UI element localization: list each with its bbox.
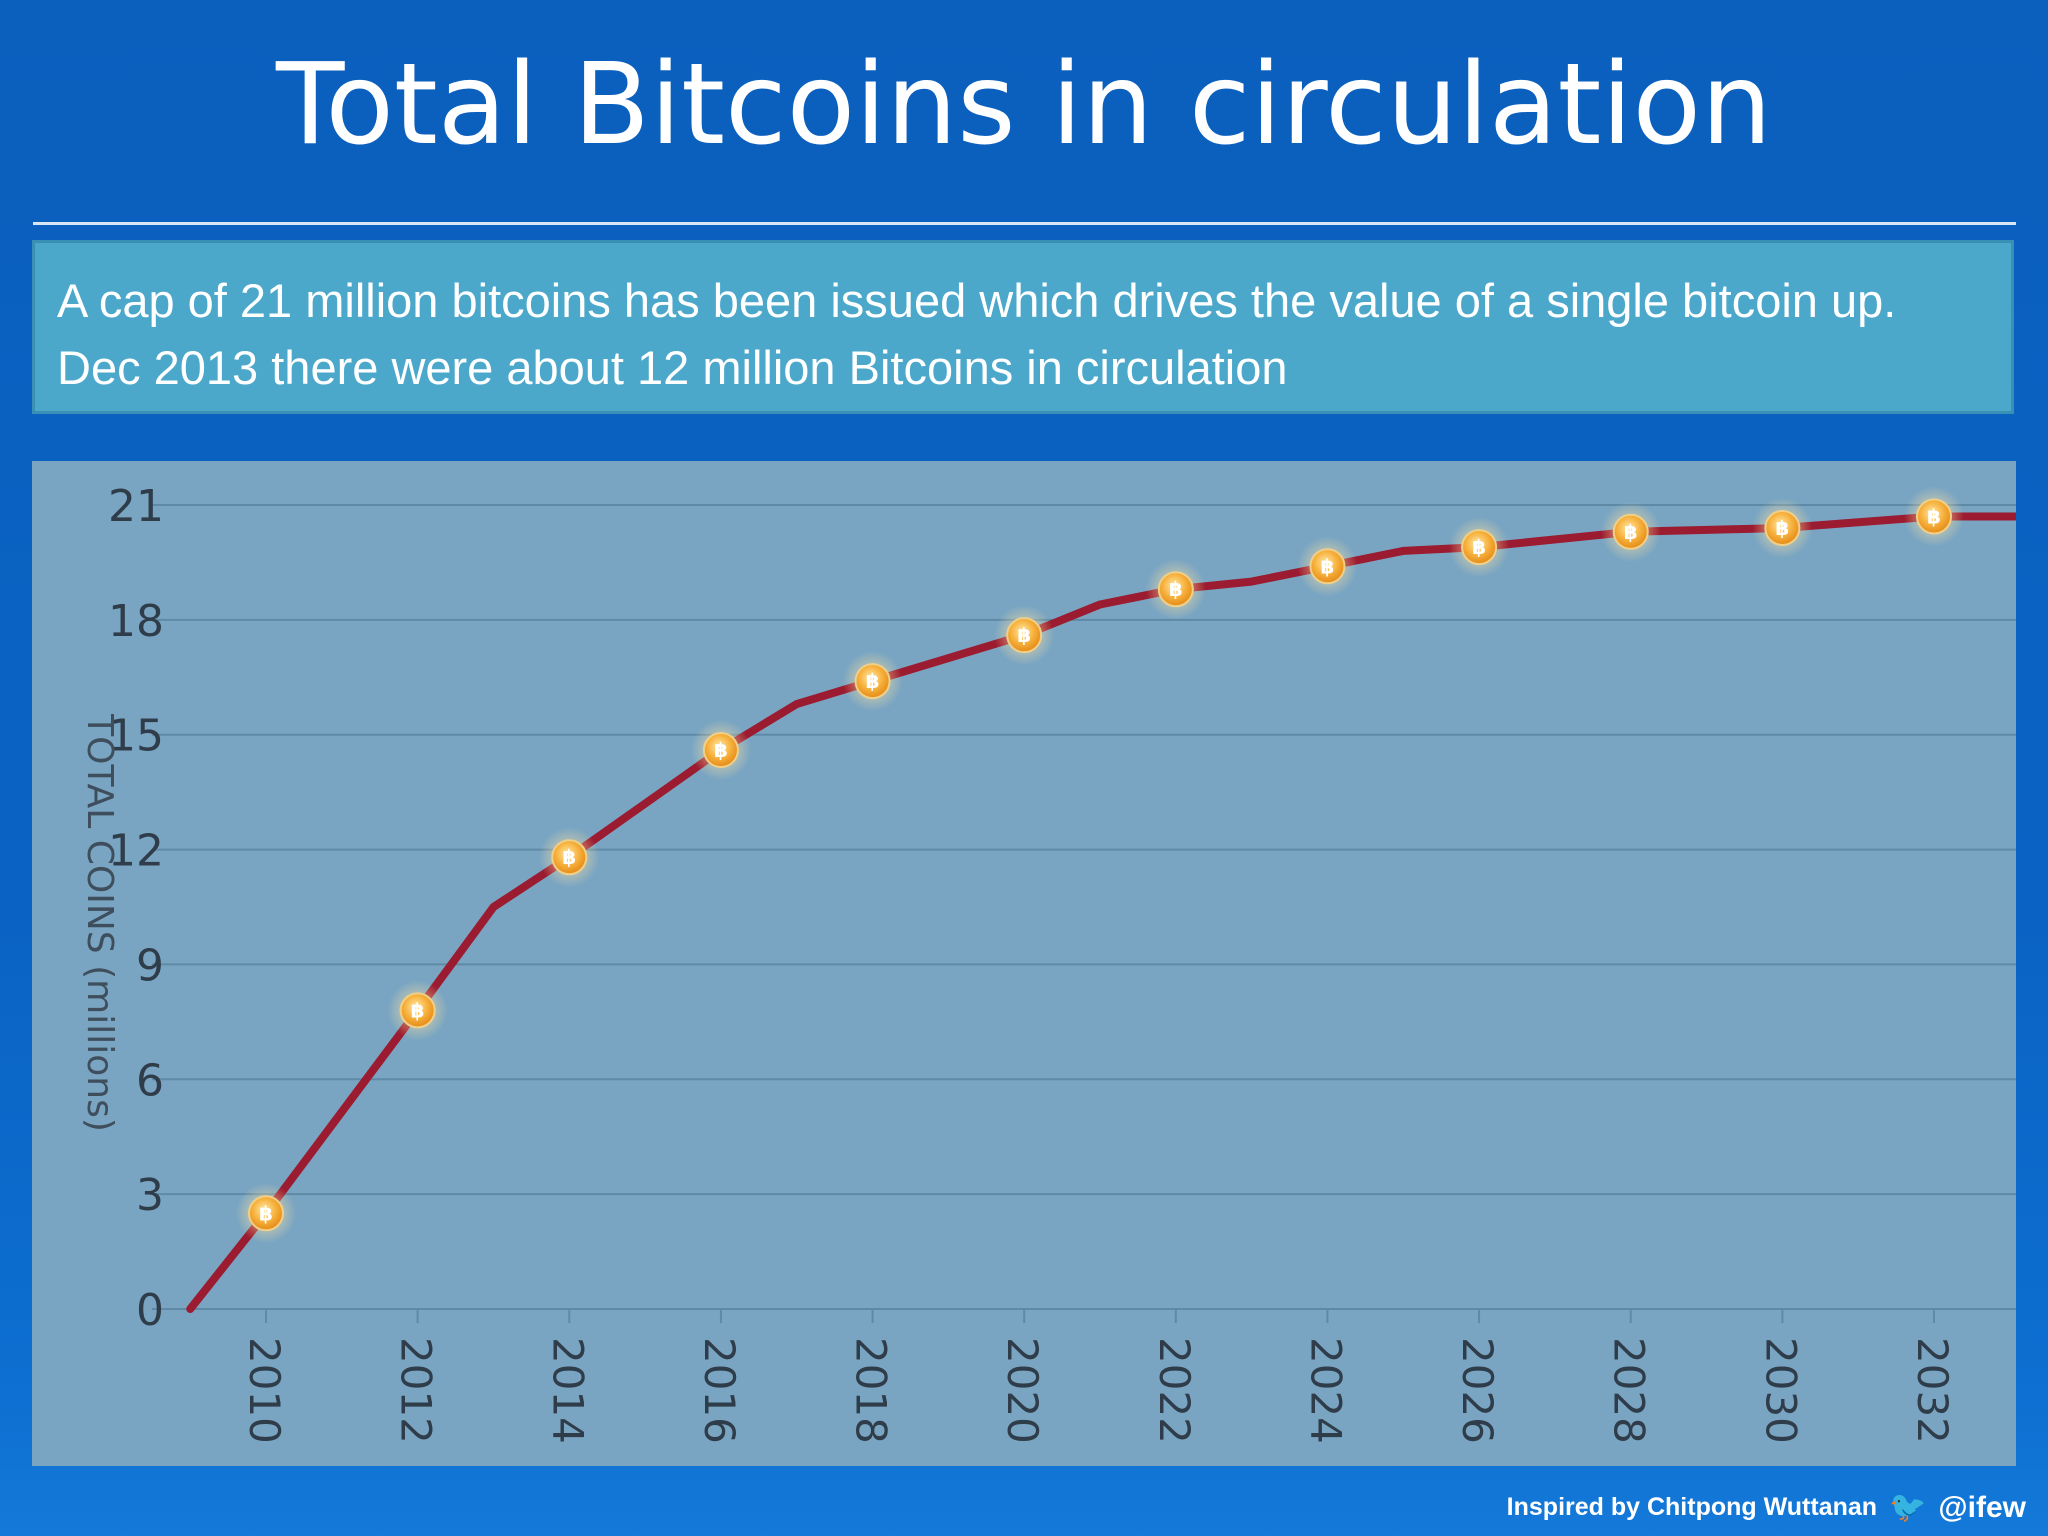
x-tick-label: 2018 [847, 1337, 896, 1444]
y-tick-label: 15 [108, 711, 164, 762]
data-point-2012: ฿ [387, 980, 448, 1041]
data-point-2016: ฿ [690, 720, 751, 781]
grid-lines [152, 504, 2016, 1323]
x-tick-label: 2020 [998, 1337, 1047, 1444]
twitter-bird-icon: 🐦 [1889, 1491, 1927, 1524]
y-tick-label: 0 [136, 1285, 164, 1336]
description-box: A cap of 21 million bitcoins has been is… [32, 240, 2014, 414]
svg-text:฿: ฿ [1927, 504, 1941, 528]
bitcoin-coin-icon [248, 1195, 284, 1232]
x-tick-label: 2010 [240, 1337, 289, 1444]
data-point-2028: ฿ [1600, 501, 1661, 562]
data-point-2022: ฿ [1145, 559, 1206, 620]
x-tick-label: 2016 [695, 1337, 744, 1444]
twitter-handle: @ifew [1938, 1490, 2026, 1524]
svg-text:฿: ฿ [1624, 520, 1638, 544]
x-tick-label: 2030 [1756, 1337, 1805, 1444]
bitcoin-coin-icon [1309, 548, 1346, 585]
bitcoin-coin-icon [1006, 617, 1043, 654]
data-point-2020: ฿ [994, 605, 1055, 666]
y-tick-label: 18 [108, 596, 164, 647]
data-point-2024: ฿ [1297, 536, 1358, 597]
svg-text:฿: ฿ [562, 845, 576, 869]
data-point-2032: ฿ [1904, 486, 1964, 547]
description-text: A cap of 21 million bitcoins has been is… [57, 274, 1897, 394]
coin-markers: ฿฿฿฿฿฿฿฿฿฿฿฿ [236, 486, 1964, 1244]
x-tick-label: 2022 [1150, 1337, 1199, 1444]
bitcoin-coin-icon [399, 992, 436, 1029]
x-tick-label: 2028 [1605, 1337, 1654, 1444]
credit-text: Inspired by Chitpong Wuttanan [1506, 1493, 1878, 1521]
svg-text:฿: ฿ [1472, 535, 1486, 559]
bitcoin-coin-icon [1461, 529, 1498, 566]
bitcoin-coin-icon [854, 663, 891, 700]
svg-text:฿: ฿ [1017, 623, 1031, 647]
bitcoin-coin-icon [551, 839, 588, 876]
slide-title: Total Bitcoins in circulation [275, 40, 1773, 170]
bitcoin-coin-icon [1764, 509, 1801, 546]
svg-text:฿: ฿ [1320, 554, 1334, 578]
x-tick-label: 2032 [1908, 1337, 1957, 1444]
data-point-2030: ฿ [1752, 497, 1813, 558]
y-tick-label: 9 [136, 940, 164, 991]
svg-text:฿: ฿ [866, 669, 880, 693]
data-point-2026: ฿ [1449, 517, 1510, 578]
y-tick-label: 3 [136, 1170, 164, 1221]
y-tick-label: 6 [136, 1055, 164, 1106]
title-divider [33, 222, 2016, 225]
x-tick-label: 2014 [543, 1337, 592, 1444]
svg-text:฿: ฿ [1169, 577, 1183, 601]
bitcoin-coin-icon [1916, 498, 1952, 535]
svg-text:฿: ฿ [411, 998, 425, 1022]
bitcoin-coin-icon [702, 732, 739, 769]
svg-text:฿: ฿ [714, 738, 728, 762]
credit-line: Inspired by Chitpong Wuttanan 🐦 @ifew [1507, 1490, 2026, 1525]
y-tick-label: 12 [108, 826, 164, 877]
data-point-2010: ฿ [236, 1183, 296, 1244]
x-tick-labels: 2010 2012 2014 2016 2018 2020 2022 2024 2026 2028… [240, 1337, 1957, 1444]
x-tick-label: 2012 [392, 1337, 441, 1444]
svg-text:฿: ฿ [259, 1201, 273, 1225]
bitcoin-coin-icon [1157, 571, 1194, 608]
y-tick-labels: 0 3 6 9 12 15 18 21 [108, 481, 164, 1336]
data-point-2014: ฿ [539, 827, 600, 888]
data-point-2018: ฿ [842, 651, 903, 712]
x-tick-label: 2026 [1453, 1337, 1502, 1444]
chart-panel: 0 3 6 9 12 15 18 21 2010 2012 2014 2016 2018 2020 202… [32, 461, 2016, 1466]
y-tick-label: 21 [108, 481, 164, 532]
bitcoin-coin-icon [1612, 513, 1649, 550]
x-tick-label: 2024 [1301, 1337, 1350, 1444]
y-axis-label: TOTAL COINS (millions) [79, 713, 120, 1132]
svg-text:฿: ฿ [1775, 516, 1789, 540]
